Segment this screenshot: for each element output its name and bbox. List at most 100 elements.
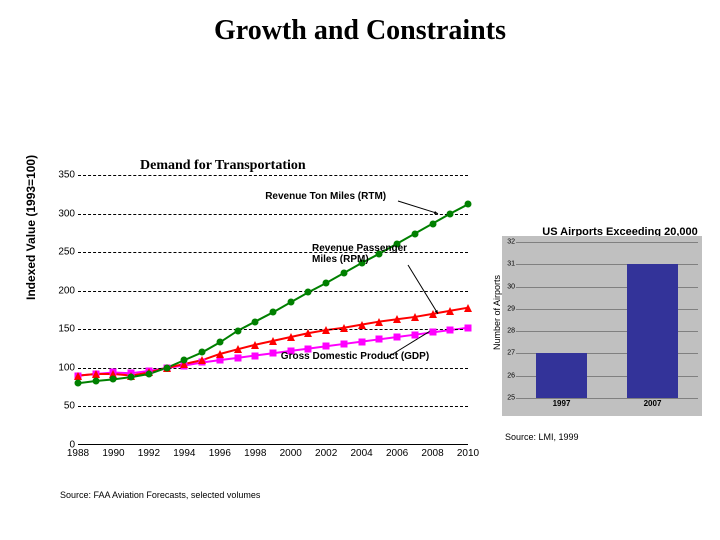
series-label-gdp: Gross Domestic Product (GDP) bbox=[281, 351, 429, 362]
marker-gdp bbox=[394, 334, 401, 341]
right-chart-ylabel: Number of Airports bbox=[492, 275, 502, 350]
marker-rpm bbox=[322, 326, 330, 334]
bar-2007 bbox=[627, 264, 677, 398]
x-tick: 2006 bbox=[386, 448, 408, 459]
gridline bbox=[78, 329, 468, 330]
left-source: Source: FAA Aviation Forecasts, selected… bbox=[60, 490, 260, 500]
right-x-tick: 2007 bbox=[644, 399, 662, 408]
marker-rpm bbox=[287, 333, 295, 341]
marker-rpm bbox=[340, 324, 348, 332]
marker-rtm bbox=[252, 318, 259, 325]
right-source: Source: LMI, 1999 bbox=[505, 432, 579, 442]
x-tick: 1996 bbox=[209, 448, 231, 459]
gridline bbox=[78, 175, 468, 176]
gridline bbox=[78, 368, 468, 369]
marker-rtm bbox=[163, 364, 170, 371]
right-plot-area: 252627282930313219972007 bbox=[516, 242, 698, 398]
x-tick: 2002 bbox=[315, 448, 337, 459]
x-tick: 1992 bbox=[138, 448, 160, 459]
marker-rtm bbox=[181, 357, 188, 364]
marker-rtm bbox=[465, 201, 472, 208]
marker-gdp bbox=[447, 327, 454, 334]
marker-rtm bbox=[305, 289, 312, 296]
marker-rtm bbox=[270, 309, 277, 316]
left-chart-ylabel: Indexed Value (1993=100) bbox=[24, 155, 38, 300]
right-x-tick: 1997 bbox=[553, 399, 571, 408]
marker-rtm bbox=[145, 371, 152, 378]
right-y-tick: 25 bbox=[505, 395, 515, 402]
marker-rpm bbox=[234, 345, 242, 353]
marker-gdp bbox=[465, 324, 472, 331]
marker-rpm bbox=[429, 310, 437, 318]
marker-rpm bbox=[393, 315, 401, 323]
marker-rpm bbox=[216, 350, 224, 358]
right-y-tick: 32 bbox=[505, 239, 515, 246]
marker-rtm bbox=[199, 349, 206, 356]
right-y-tick: 29 bbox=[505, 305, 515, 312]
marker-rtm bbox=[216, 339, 223, 346]
marker-gdp bbox=[376, 336, 383, 343]
x-tick: 1988 bbox=[67, 448, 89, 459]
right-gridline bbox=[516, 398, 698, 399]
marker-gdp bbox=[323, 343, 330, 350]
label-arrow bbox=[408, 265, 438, 314]
y-tick: 200 bbox=[53, 285, 75, 296]
marker-rpm bbox=[304, 329, 312, 337]
marker-gdp bbox=[270, 350, 277, 357]
y-tick: 250 bbox=[53, 247, 75, 258]
series-label-rtm: Revenue Ton Miles (RTM) bbox=[265, 191, 386, 202]
marker-rtm bbox=[92, 377, 99, 384]
y-tick: 150 bbox=[53, 324, 75, 335]
marker-rpm bbox=[358, 321, 366, 329]
marker-gdp bbox=[411, 331, 418, 338]
right-chart: 252627282930313219972007 bbox=[502, 236, 702, 416]
right-y-tick: 31 bbox=[505, 261, 515, 268]
marker-rtm bbox=[234, 327, 241, 334]
marker-rtm bbox=[411, 230, 418, 237]
x-tick: 2000 bbox=[280, 448, 302, 459]
marker-rpm bbox=[411, 313, 419, 321]
x-tick: 2004 bbox=[351, 448, 373, 459]
marker-rpm bbox=[269, 337, 277, 345]
marker-rpm bbox=[251, 341, 259, 349]
marker-rpm bbox=[446, 307, 454, 315]
marker-gdp bbox=[429, 329, 436, 336]
gridline bbox=[78, 291, 468, 292]
y-tick: 100 bbox=[53, 362, 75, 373]
left-plot-area: 0501001502002503003501988199019921994199… bbox=[78, 175, 468, 445]
left-chart: 0501001502002503003501988199019921994199… bbox=[48, 175, 468, 465]
y-tick: 300 bbox=[53, 208, 75, 219]
x-tick: 1998 bbox=[244, 448, 266, 459]
label-arrow bbox=[398, 201, 438, 214]
page-title: Growth and Constraints bbox=[0, 15, 720, 47]
marker-gdp bbox=[234, 354, 241, 361]
marker-rpm bbox=[464, 304, 472, 312]
marker-rtm bbox=[323, 280, 330, 287]
gridline bbox=[78, 214, 468, 215]
marker-rtm bbox=[75, 380, 82, 387]
marker-rtm bbox=[447, 210, 454, 217]
marker-gdp bbox=[252, 352, 259, 359]
gridline bbox=[78, 252, 468, 253]
left-chart-subtitle: Demand for Transportation bbox=[140, 158, 306, 174]
marker-rtm bbox=[128, 374, 135, 381]
x-tick: 2010 bbox=[457, 448, 479, 459]
marker-rpm bbox=[74, 372, 82, 380]
x-tick: 2008 bbox=[421, 448, 443, 459]
gridline bbox=[78, 406, 468, 407]
marker-rpm bbox=[198, 356, 206, 364]
y-tick: 50 bbox=[53, 401, 75, 412]
right-y-tick: 26 bbox=[505, 372, 515, 379]
marker-gdp bbox=[340, 340, 347, 347]
right-y-tick: 27 bbox=[505, 350, 515, 357]
right-gridline bbox=[516, 242, 698, 243]
bar-1997 bbox=[536, 353, 586, 398]
marker-rtm bbox=[340, 269, 347, 276]
x-tick: 1994 bbox=[173, 448, 195, 459]
marker-rtm bbox=[287, 299, 294, 306]
marker-rpm bbox=[375, 318, 383, 326]
marker-gdp bbox=[358, 338, 365, 345]
right-y-tick: 30 bbox=[505, 283, 515, 290]
y-tick: 350 bbox=[53, 170, 75, 181]
x-tick: 1990 bbox=[102, 448, 124, 459]
